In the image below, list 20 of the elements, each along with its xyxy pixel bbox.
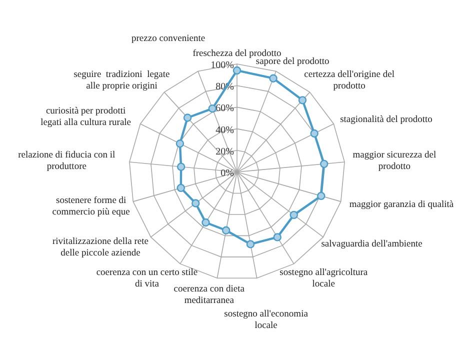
spoke-label: rivitalizzazione della rete delle piccole aziende [52, 237, 148, 259]
y-tick-label: 100% [210, 60, 234, 71]
spoke-label: sostegno all'agricoltura locale [280, 268, 368, 290]
y-tick-label: 20% [216, 146, 234, 158]
spoke-label: sostenere forme di commercio più eque [52, 196, 130, 218]
spoke-label: prezzo conveniente [132, 34, 206, 44]
spoke-label: stagionalità del prodotto [340, 114, 433, 125]
y-tick-label: 0% [220, 168, 234, 179]
spoke-label: certezza dell'origine del prodotto [304, 70, 395, 92]
spoke-label: maggior sicurezza del prodotto [352, 150, 437, 172]
y-tick-label: 40% [216, 124, 234, 136]
spoke-label: sostegno all'economia locale [224, 309, 309, 331]
spoke-label: freschezza del prodotto [192, 49, 282, 59]
spoke-label: maggior garanzia di qualità [349, 200, 454, 210]
spoke-label: sapore del prodotto [256, 57, 330, 68]
spoke-label: relazione di fiducia con il produttore [18, 150, 116, 172]
spoke-label: curiosità per prodotti legati alla cultura rurale [40, 106, 132, 128]
y-tick-label: 60% [216, 103, 234, 114]
spoke-label: salvaguardia dell'ambiente [321, 239, 422, 250]
spoke-label: seguire tradizioni legate alle proprie origini [74, 70, 170, 92]
